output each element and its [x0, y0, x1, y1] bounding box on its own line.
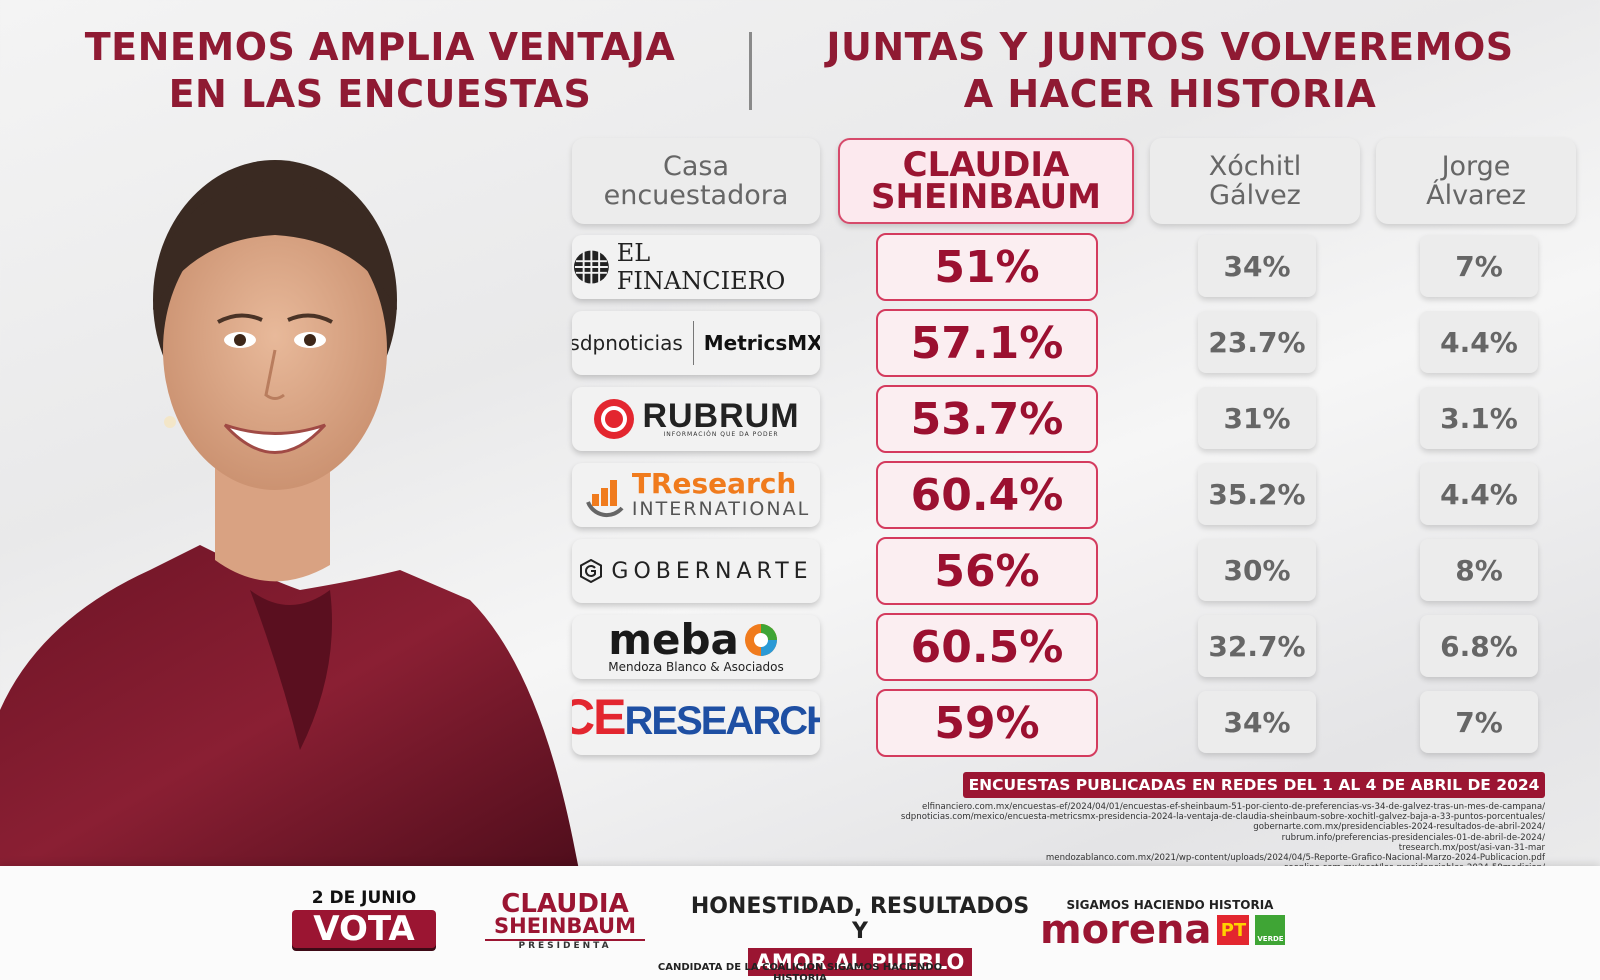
headline-left: TENEMOS AMPLIA VENTAJA EN LAS ENCUESTAS	[40, 24, 720, 118]
claudia-value: 60.4%	[876, 461, 1098, 529]
header-jorge-line1: Jorge	[1441, 151, 1511, 182]
pollster-logo-gobernarte: GOBERNARTE	[572, 539, 820, 603]
globe-icon	[573, 250, 609, 284]
table-row: GOBERNARTE 56% 30% 8%	[570, 537, 1580, 605]
source-line: gobernarte.com.mx/presidenciables-2024-r…	[1253, 822, 1545, 833]
logo-role: PRESIDENTA	[485, 939, 645, 951]
pollster-name: meba	[608, 615, 739, 664]
header-pollster-line1: Casa	[662, 151, 729, 182]
campaign-slogan: HONESTIDAD, RESULTADOS Y AMOR AL PUEBLO	[690, 894, 1030, 976]
xochitl-value: 35.2%	[1198, 463, 1316, 525]
poll-table: Casa encuestadora CLAUDIA SHEINBAUM Xóchit…	[570, 138, 1580, 758]
pollster-name: sdpnoticias	[572, 331, 683, 355]
jorge-value: 7%	[1420, 691, 1538, 753]
headline-divider	[749, 32, 752, 110]
vote-date-badge: 2 DE JUNIO VOTA	[292, 888, 436, 948]
header-xochitl-galvez: Xóchitl Gálvez	[1150, 138, 1360, 224]
xochitl-value: 23.7%	[1198, 311, 1316, 373]
pollster-name: RUBRUM	[642, 396, 800, 435]
slogan-line1: HONESTIDAD, RESULTADOS Y	[690, 894, 1030, 944]
publication-banner: ENCUESTAS PUBLICADAS EN REDES DEL 1 AL 4…	[963, 772, 1545, 798]
jorge-value: 7%	[1420, 235, 1538, 297]
claudia-value: 57.1%	[876, 309, 1098, 377]
party-tagline: SIGAMOS HACIENDO HISTORIA	[1066, 898, 1274, 912]
jorge-value: 4.4%	[1420, 463, 1538, 525]
table-row: sdpnoticias MetricsMX 57.1% 23.7% 4.4%	[570, 309, 1580, 377]
election-date: 2 DE JUNIO	[311, 888, 417, 908]
table-row: EL FINANCIERO 51% 34% 7%	[570, 233, 1580, 301]
pollster-logo-meba: meba Mendoza Blanco & Asociados	[572, 615, 820, 679]
xochitl-value: 34%	[1198, 691, 1316, 753]
xochitl-value: 30%	[1198, 539, 1316, 601]
jorge-value: 3.1%	[1420, 387, 1538, 449]
header-jorge-line2: Álvarez	[1426, 180, 1526, 211]
logo-name-first: CLAUDIA	[501, 889, 629, 919]
headline-left-line2: EN LAS ENCUESTAS	[168, 72, 592, 116]
claudia-value: 56%	[876, 537, 1098, 605]
source-line: mendozablanco.com.mx/2021/wp-content/upl…	[1045, 853, 1545, 864]
headline-right-line1: JUNTAS Y JUNTOS VOLVEREMOS	[826, 25, 1514, 69]
vota-label: VOTA	[292, 910, 436, 948]
header-claudia-line2: SHEINBAUM	[871, 177, 1101, 217]
header-pollster: Casa encuestadora	[572, 138, 820, 224]
pollster-name-secondary: RESEARCH	[624, 698, 821, 743]
source-line: tresearch.mx/post/asi-van-31-mar	[1398, 842, 1545, 853]
morena-logo: morena	[1040, 907, 1212, 953]
pollster-name-secondary: MetricsMX	[703, 331, 820, 355]
xochitl-value: 31%	[1198, 387, 1316, 449]
source-line: rubrum.info/preferencias-presidenciales-…	[1281, 832, 1545, 843]
header-pollster-line2: encuestadora	[603, 180, 789, 211]
source-line: sdpnoticias.com/mexico/encuesta-metricsm…	[900, 812, 1545, 823]
header-xochitl-line2: Gálvez	[1209, 180, 1301, 211]
header-claudia-sheinbaum: CLAUDIA SHEINBAUM	[838, 138, 1134, 224]
pollster-logo-ce-research: CERESEARCH	[572, 691, 820, 755]
claudia-value: 60.5%	[876, 613, 1098, 681]
table-row: CERESEARCH 59% 34% 7%	[570, 689, 1580, 757]
header-xochitl-line1: Xóchitl	[1208, 151, 1302, 182]
verde-label: VERDE	[1257, 935, 1284, 943]
sources-list: elfinanciero.com.mx/encuestas-ef/2024/04…	[785, 802, 1545, 873]
table-row: RUBRUM INFORMACIÓN QUE DA PODER 53.7% 31…	[570, 385, 1580, 453]
jorge-value: 6.8%	[1420, 615, 1538, 677]
pt-logo: PT	[1217, 915, 1250, 945]
pollster-name: EL FINANCIERO	[616, 239, 786, 295]
table-row: TResearch INTERNATIONAL 60.4% 35.2% 4.4%	[570, 461, 1580, 529]
party-logos: SIGAMOS HACIENDO HISTORIA morena PT VERD…	[1040, 898, 1300, 953]
jorge-value: 8%	[1420, 539, 1538, 601]
table-row: meba Mendoza Blanco & Asociados 60.5% 32…	[570, 613, 1580, 681]
pollster-logo-sdpnoticias-metricsmx: sdpnoticias MetricsMX	[572, 311, 820, 375]
logo-name-last: SHEINBAUM	[494, 914, 636, 938]
pollster-logo-el-financiero: EL FINANCIERO	[572, 235, 820, 299]
claudia-sheinbaum-logo: CLAUDIA SHEINBAUM PRESIDENTA	[485, 889, 645, 951]
header-claudia-line1: CLAUDIA	[902, 145, 1070, 185]
pollster-name: CE	[572, 691, 627, 745]
pollster-tagline: Mendoza Blanco & Asociados	[608, 660, 784, 674]
xochitl-value: 34%	[1198, 235, 1316, 297]
claudia-value: 53.7%	[876, 385, 1098, 453]
pollster-tagline: INFORMACIÓN QUE DA PODER	[663, 430, 779, 438]
candidate-portrait	[0, 160, 580, 875]
headline-left-line1: TENEMOS AMPLIA VENTAJA	[84, 25, 676, 69]
headline-right-line2: A HACER HISTORIA	[963, 72, 1377, 116]
header-jorge-alvarez: Jorge Álvarez	[1376, 138, 1576, 224]
claudia-value: 59%	[876, 689, 1098, 757]
claudia-value: 51%	[876, 233, 1098, 301]
target-icon	[594, 399, 635, 439]
headline-right: JUNTAS Y JUNTOS VOLVEREMOS A HACER HISTO…	[775, 24, 1565, 118]
pollster-tagline: INTERNATIONAL	[631, 498, 811, 520]
pollster-name: GOBERNARTE	[611, 558, 813, 584]
logo-divider	[692, 321, 694, 365]
source-line: elfinanciero.com.mx/encuestas-ef/2024/04…	[921, 802, 1545, 812]
pollster-name: TResearch	[631, 467, 797, 500]
hexagon-g-icon	[580, 559, 603, 583]
verde-logo: VERDE	[1255, 915, 1286, 945]
xochitl-value: 32.7%	[1198, 615, 1316, 677]
meba-swirl-icon	[744, 624, 777, 656]
pollster-logo-tresearch: TResearch INTERNATIONAL	[572, 463, 820, 527]
slogan-line2: AMOR AL PUEBLO	[747, 948, 973, 976]
jorge-value: 4.4%	[1420, 311, 1538, 373]
pollster-logo-rubrum: RUBRUM INFORMACIÓN QUE DA PODER	[572, 387, 820, 451]
bar-chart-icon	[585, 480, 624, 518]
coalition-caption: CANDIDATA DE LA COALICIÓN SIGAMOS HACIEN…	[657, 962, 943, 980]
